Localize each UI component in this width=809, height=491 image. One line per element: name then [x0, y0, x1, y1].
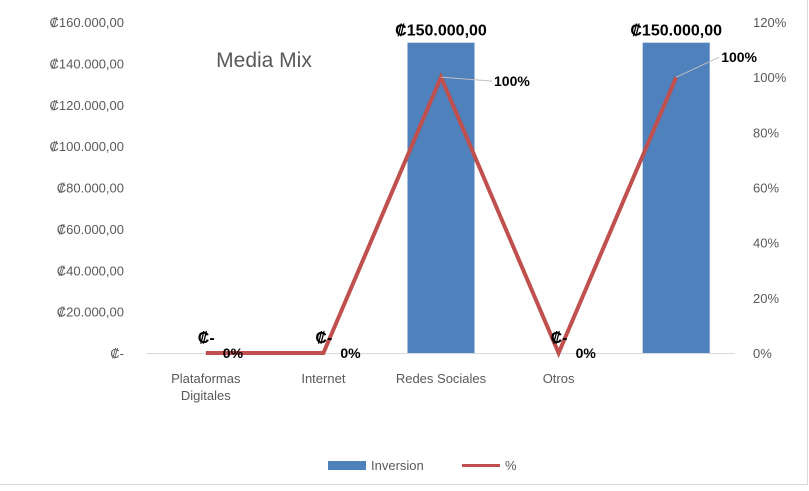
line-data-label: 0%: [340, 345, 361, 361]
legend: Inversion %: [328, 458, 517, 473]
category-label: Plataformas: [171, 371, 241, 386]
line-data-label: 0%: [576, 345, 597, 361]
left-tick-label: ₡100.000,00: [50, 139, 124, 154]
line-data-label: 100%: [494, 73, 530, 89]
bar-inversion: [642, 42, 710, 353]
chart-title: Media Mix: [216, 49, 312, 72]
right-tick-label: 0%: [753, 346, 772, 361]
left-tick-label: ₡-: [110, 346, 124, 361]
left-tick-label: ₡60.000,00: [57, 222, 124, 237]
line-data-label: 0%: [223, 345, 244, 361]
legend-label-inversion: Inversion: [371, 458, 424, 473]
right-tick-label: 120%: [753, 15, 787, 30]
right-axis-tick-labels: 0% 20% 40% 60% 80% 100% 120%: [753, 15, 787, 361]
left-tick-label: ₡120.000,00: [50, 98, 124, 113]
category-label: Internet: [301, 371, 345, 386]
right-tick-label: 20%: [753, 291, 779, 306]
left-tick-label: ₡140.000,00: [50, 56, 124, 71]
left-tick-label: ₡80.000,00: [57, 181, 124, 196]
right-tick-label: 80%: [753, 125, 779, 140]
right-tick-label: 100%: [753, 70, 787, 85]
bar-data-label: ₡-: [198, 330, 215, 347]
line-data-label: 100%: [721, 49, 757, 65]
left-tick-label: ₡160.000,00: [50, 15, 124, 30]
category-labels: Plataformas Digitales Internet Redes Social…: [171, 371, 575, 403]
inversion-data-labels: ₡- ₡- ₡150.000,00 ₡- ₡150.000,00: [198, 23, 722, 347]
bar-inversion: [407, 42, 475, 353]
legend-label-percent: %: [505, 458, 517, 473]
left-axis-tick-labels: ₡- ₡20.000,00 ₡40.000,00 ₡60.000,00 ₡80.000,…: [50, 15, 124, 361]
label-leader-line: [675, 56, 720, 78]
left-tick-label: ₡20.000,00: [57, 305, 124, 320]
category-label: Redes Sociales: [396, 371, 487, 386]
right-tick-label: 40%: [753, 236, 779, 251]
left-tick-label: ₡40.000,00: [57, 263, 124, 278]
percent-data-labels: 0% 0% 100% 0% 100%: [223, 49, 758, 361]
bar-data-label: ₡-: [551, 330, 568, 347]
label-leader-lines: [440, 56, 720, 82]
category-label: Digitales: [181, 388, 231, 403]
bar-data-label: ₡-: [315, 330, 332, 347]
label-leader-line: [440, 76, 493, 82]
legend-swatch-inversion: [328, 461, 366, 470]
right-tick-label: 60%: [753, 181, 779, 196]
inversion-bars: [407, 42, 710, 353]
bar-data-label: ₡150.000,00: [630, 23, 722, 40]
bar-data-label: ₡150.000,00: [395, 23, 487, 40]
category-label: Otros: [543, 371, 575, 386]
